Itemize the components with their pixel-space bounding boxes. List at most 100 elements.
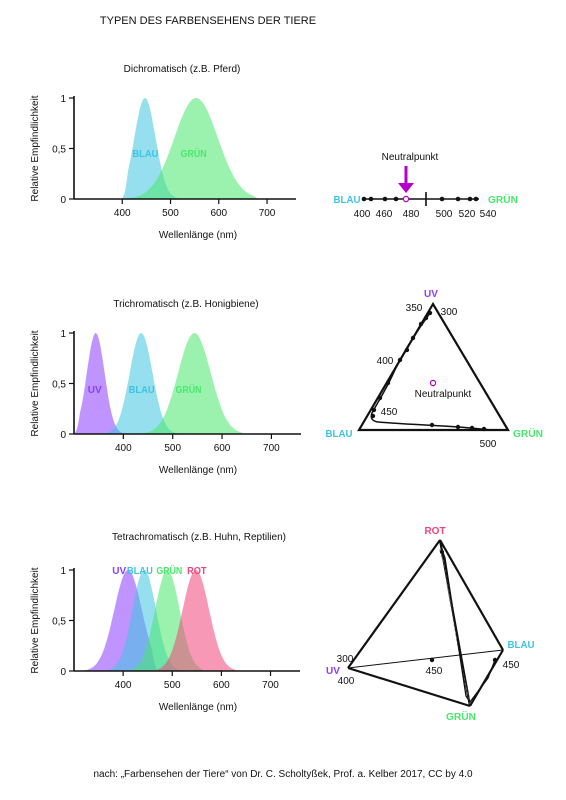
line-tick-label: 480 [403,209,420,220]
sensitivity-curve-blau [93,333,193,434]
locus-tick-label: 450 [426,666,443,677]
y-tick-label: 0,5 [52,145,66,156]
spectrum-point [404,347,410,353]
curve-label-uv: UV [112,566,126,577]
spectrum-point [385,380,391,386]
neutral-point-marker [402,195,410,203]
sensitivity-curve-gruen [122,98,260,199]
x-axis-label: Wellenlänge (nm) [159,702,237,713]
line-tick-label: 540 [480,209,497,220]
spectrum-point [418,321,424,327]
tetrahedron-edge [347,666,471,708]
spectrum-point [427,310,433,316]
sensitivity-curve-uv [74,333,144,434]
neutral-arrow-head [398,183,414,193]
tetrahedron-back-edge [347,649,504,669]
spectrum-point [361,196,367,202]
x-tick-label: 600 [213,680,230,691]
spectrum-point [455,424,461,430]
y-tick-label: 1 [60,566,66,577]
spectrum-point [429,422,435,428]
locus-tick-label: 400 [377,356,394,367]
attribution-footer: nach: „Farbensehen der Tiere“ von Dr. C.… [93,769,473,780]
spectrum-point [492,657,498,663]
y-axis-label: Relative Empfindlichkeit [30,567,41,673]
locus-tick-label: 450 [503,660,520,671]
spectrum-point [481,426,487,432]
spectral-locus [440,546,496,704]
spectrum-point [371,407,377,413]
panel-tetrachromatic: Tetrachromatisch (z.B. Huhn, Reptilien) … [30,526,535,723]
gruen-vertex-label: GRÜN [513,427,543,440]
spectrum-point [469,425,475,431]
blau-vertex-label: BLAU [508,640,535,651]
x-tick-label: 400 [115,680,132,691]
uv-vertex-label: UV [424,289,438,300]
spectrum-point [439,196,445,202]
tetrahedron-edge [469,649,504,707]
spectrum-point [377,395,383,401]
blau-vertex-label: BLAU [326,429,353,440]
x-tick-label: 700 [263,443,280,454]
rot-vertex-label: ROT [424,526,445,537]
sensitivity-chart: 400 500 600 700 1 0,5 0 Wellenlänge (nm) Relativ… [30,329,301,476]
blau-endpoint-label: BLAU [334,195,361,206]
x-tick-label: 600 [210,208,227,219]
spectrum-point [429,657,435,663]
curve-label-blau: BLAU [132,149,158,160]
line-tick-label: 520 [459,209,476,220]
locus-tick-label: 300 [337,654,354,665]
locus-tick-label: 400 [338,676,355,687]
spectrum-point [467,196,473,202]
uv-vertex-label: UV [326,666,340,677]
line-tick-label: 500 [436,209,453,220]
color-line-space: Neutralpunkt BLAU GRÜN 400 460 480 500 5… [334,152,519,220]
x-tick-label: 500 [162,208,179,219]
neutral-point-label: Neutralpunkt [415,389,472,400]
curve-label-gruen: GRÜN [175,383,201,396]
sensitivity-chart: 400 500 600 700 1 0,5 0 Wellenlänge (nm) Relativ… [30,94,296,241]
neutral-point-marker [429,379,437,387]
x-axis-label: Wellenlänge (nm) [159,465,237,476]
spectrum-point [410,335,416,341]
panel-trichromatic: Trichromatisch (z.B. Honigbiene) 400 500 6… [30,289,543,476]
x-tick-label: 700 [262,680,279,691]
neutral-point-label: Neutralpunkt [382,152,439,163]
y-axis-label: Relative Empfindlichkeit [30,95,41,201]
spectrum-point [382,196,388,202]
spectrum-point [397,357,403,363]
spectrum-point [370,413,376,419]
sensitivity-curve-rot [152,570,241,671]
color-tetrahedron-space: ROT UV BLAU GRÜN 300 400 450 450 [326,526,534,723]
tetrahedron-edge [439,539,504,651]
panel-heading: Dichromatisch (z.B. Pferd) [124,64,241,75]
spectrum-point [368,196,374,202]
panel-heading: Trichromatisch (z.B. Honigbiene) [113,299,258,310]
sensitivity-curve-blau [122,98,193,199]
y-tick-label: 0,5 [52,617,66,628]
spectrum-point [440,550,444,554]
y-tick-label: 1 [60,329,66,340]
locus-tick-label: 350 [406,303,423,314]
y-tick-label: 0 [60,430,66,441]
line-tick-label: 400 [354,209,371,220]
panel-heading: Tetrachromatisch (z.B. Huhn, Reptilien) [112,532,286,543]
gruen-endpoint-label: GRÜN [488,193,518,206]
panel-dichromatic: Dichromatisch (z.B. Pferd) 400 500 600 700 1… [30,64,518,241]
locus-tick-label: 300 [441,307,458,318]
spectrum-point [423,315,429,321]
color-triangle-space: Neutralpunkt UV BLAU GRÜN 350 300 400 45… [326,289,544,450]
curve-label-gruen: GRÜN [181,147,207,160]
x-tick-label: 700 [259,208,276,219]
x-tick-label: 600 [214,443,231,454]
locus-tick-label: 500 [480,439,497,450]
curve-label-rot: ROT [187,566,207,577]
x-tick-label: 500 [164,680,181,691]
curve-label-blau: BLAU [127,566,153,577]
y-tick-label: 1 [60,94,66,105]
sensitivity-curve-gruen [118,333,247,434]
sensitivity-chart: 400 500 600 700 1 0,5 0 Wellenlänge (nm) Relativ… [30,564,300,713]
curve-label-blau: BLAU [129,385,155,396]
gruen-vertex-label: GRÜN [446,710,476,723]
